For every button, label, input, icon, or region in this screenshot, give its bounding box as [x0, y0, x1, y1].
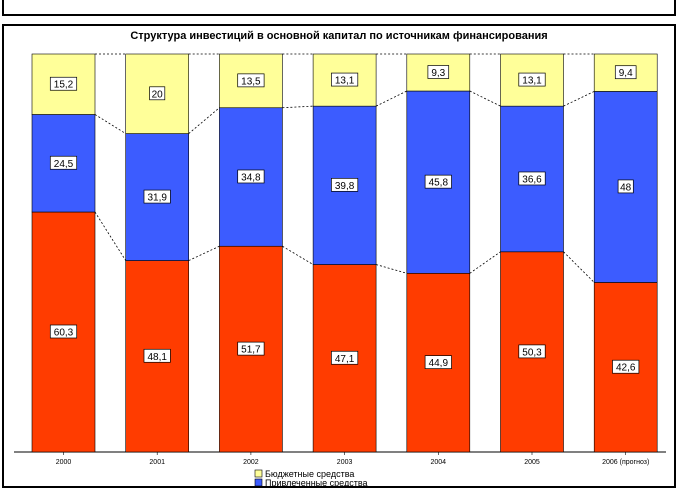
- data-label: 13,5: [237, 73, 265, 88]
- data-label-box: [331, 72, 359, 87]
- data-label: 15,2: [49, 76, 78, 91]
- data-label-box: [518, 171, 546, 186]
- data-label: 50,3: [518, 344, 546, 359]
- series-line: [282, 105, 314, 109]
- data-label-text: 20: [152, 89, 164, 100]
- data-label-box: [612, 359, 640, 374]
- data-label-box: [614, 65, 637, 80]
- legend-swatch: [254, 478, 263, 486]
- data-label-box: [424, 355, 452, 369]
- data-label-text: 9,3: [431, 68, 445, 79]
- data-label: 24,5: [49, 155, 78, 170]
- x-tick-label: 2006 (прогноз): [602, 459, 649, 466]
- legend-item: Привлеченные средства: [254, 478, 368, 486]
- top-frame: [2, 0, 676, 16]
- data-label-box: [49, 324, 78, 339]
- legend-swatch: [254, 469, 263, 478]
- series-line: [282, 245, 314, 265]
- data-label: 42,6: [612, 359, 640, 374]
- data-label: 44,9: [424, 355, 452, 369]
- x-tick-label: 2001: [149, 459, 165, 466]
- series-line: [94, 211, 127, 261]
- data-label-text: 42,6: [616, 363, 636, 374]
- x-tick-label: 2003: [337, 459, 353, 466]
- data-label-text: 13,1: [335, 76, 355, 87]
- data-label: 13,1: [331, 72, 359, 87]
- data-label-text: 24,5: [54, 159, 74, 170]
- data-label-text: 51,7: [241, 345, 261, 356]
- data-label-box: [427, 65, 450, 79]
- chart-title: Структура инвестиций в основной капитал …: [130, 30, 547, 42]
- chart-frame: Структура инвестиций в основной капитал …: [2, 24, 676, 488]
- data-label: 51,7: [237, 341, 265, 356]
- series-line: [469, 251, 501, 274]
- series-line: [469, 90, 501, 107]
- data-label-text: 44,9: [429, 358, 449, 369]
- series-line: [94, 114, 126, 134]
- data-label: 45,8: [424, 174, 452, 189]
- data-label-text: 47,1: [335, 354, 355, 365]
- data-label: 48: [617, 179, 634, 194]
- data-label-box: [424, 174, 452, 189]
- data-label-box: [237, 341, 265, 356]
- data-label-text: 48,1: [147, 352, 167, 363]
- data-label-text: 60,3: [54, 328, 74, 339]
- x-tick-label: 2004: [431, 459, 447, 466]
- data-label-box: [331, 350, 359, 365]
- data-label-box: [237, 73, 265, 88]
- data-label: 60,3: [49, 324, 78, 339]
- data-label: 48,1: [143, 348, 171, 363]
- data-label-text: 45,8: [429, 178, 449, 189]
- legend-item: Бюджетные средства: [254, 469, 354, 479]
- data-label-text: 34,8: [241, 172, 261, 183]
- data-label: 39,8: [331, 177, 359, 192]
- data-label-box: [149, 86, 166, 101]
- data-label-box: [49, 155, 78, 170]
- data-label-text: 50,3: [522, 347, 542, 358]
- data-label-box: [143, 189, 171, 204]
- x-tick-label: 2005: [524, 459, 540, 466]
- series-line: [375, 264, 407, 274]
- data-label-box: [617, 179, 634, 194]
- data-label-box: [49, 76, 78, 91]
- data-label-box: [518, 72, 546, 87]
- data-label: 9,4: [614, 65, 637, 80]
- data-label-text: 39,8: [335, 181, 355, 192]
- legend-label: Привлеченные средства: [265, 478, 368, 486]
- data-label-text: 48: [620, 182, 632, 193]
- x-tick-label: 2002: [243, 459, 259, 466]
- data-label-box: [237, 169, 265, 184]
- data-label-text: 31,9: [147, 193, 167, 204]
- data-label: 20: [149, 86, 166, 101]
- data-label: 13,1: [518, 72, 546, 87]
- data-label: 47,1: [331, 350, 359, 365]
- series-line: [188, 245, 220, 261]
- legend-label: Бюджетные средства: [265, 469, 354, 479]
- stacked-bar-chart: Структура инвестиций в основной капитал …: [14, 30, 666, 486]
- series-line: [188, 107, 220, 134]
- data-label-text: 13,5: [241, 76, 261, 87]
- data-label-box: [331, 177, 359, 192]
- data-label-box: [143, 348, 171, 363]
- data-label-box: [518, 344, 546, 359]
- data-label: 31,9: [143, 189, 171, 204]
- series-line: [563, 251, 595, 283]
- series-line: [563, 91, 595, 107]
- series-line: [375, 90, 407, 107]
- data-label-text: 36,6: [522, 174, 542, 185]
- data-label: 36,6: [518, 171, 546, 186]
- data-label-text: 13,1: [522, 76, 542, 87]
- data-label: 34,8: [237, 169, 265, 184]
- data-label: 9,3: [427, 65, 450, 79]
- x-tick-label: 2000: [56, 459, 72, 466]
- data-label-text: 9,4: [619, 68, 633, 79]
- data-label-text: 15,2: [54, 80, 74, 91]
